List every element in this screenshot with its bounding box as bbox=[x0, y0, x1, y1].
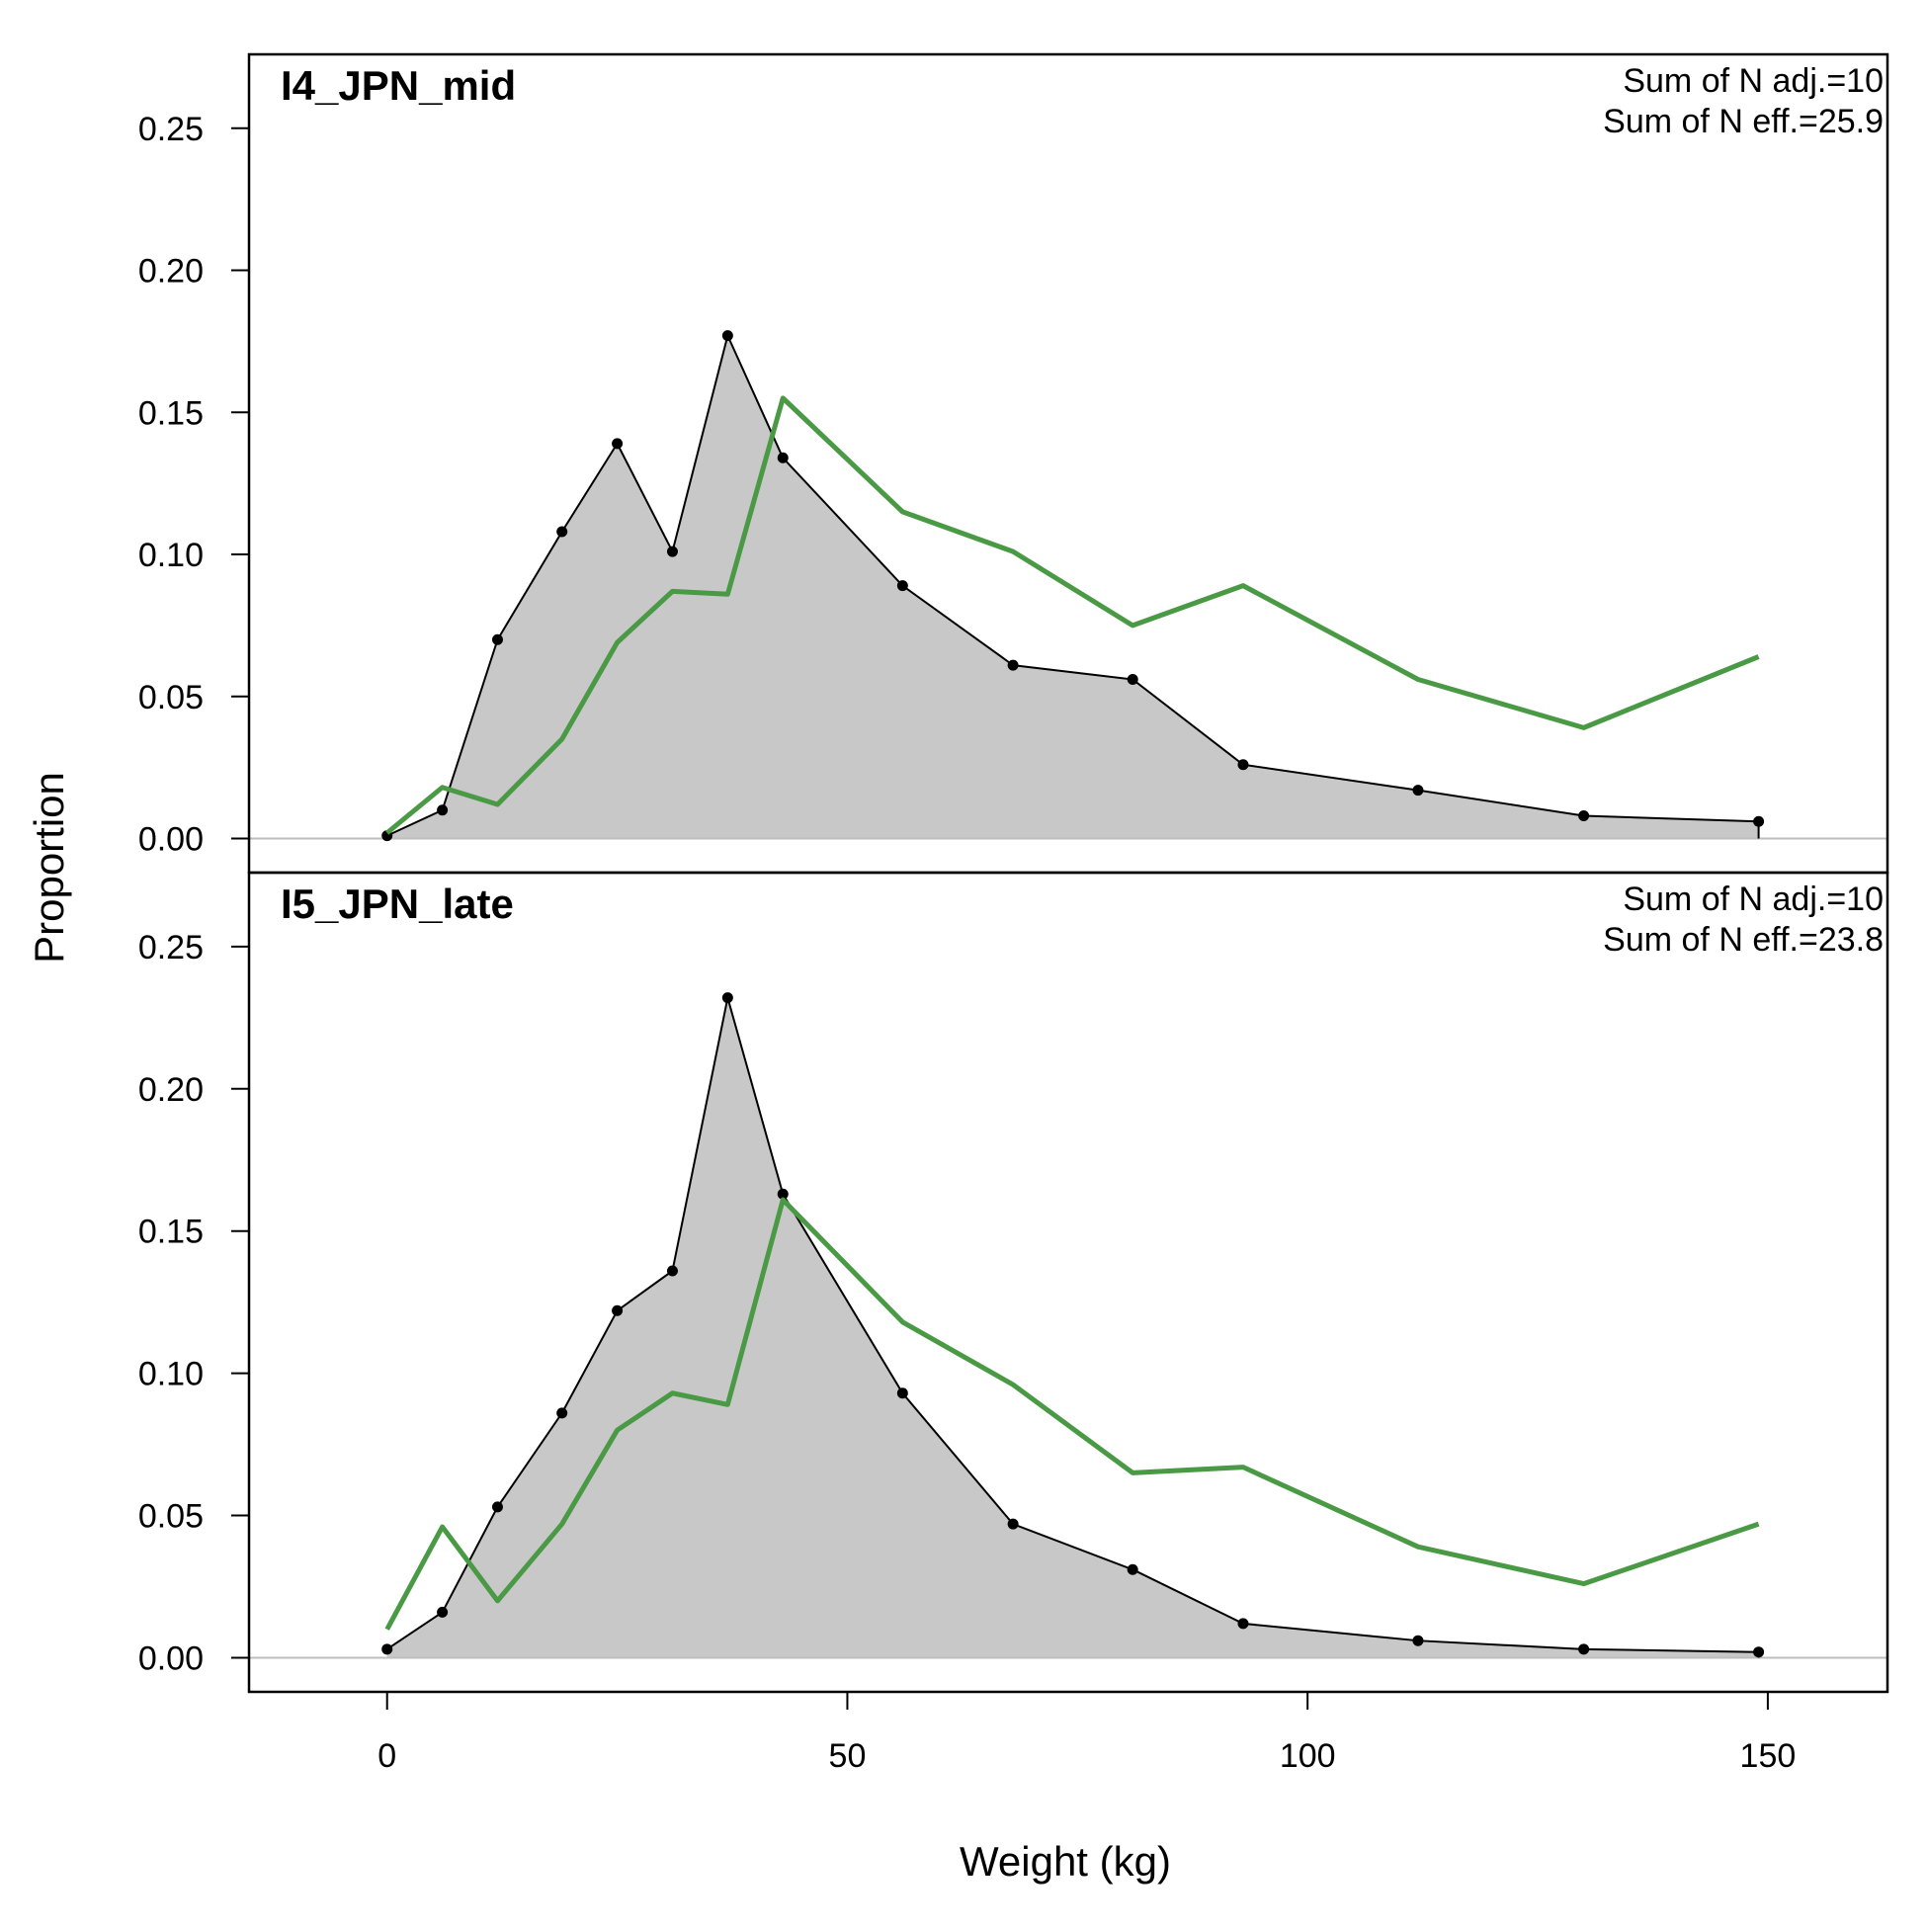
expected-series-line bbox=[384, 1197, 1760, 1631]
observed-point bbox=[777, 452, 789, 463]
observed-point bbox=[896, 580, 908, 592]
panel-title: I5_JPN_late bbox=[281, 881, 514, 927]
observed-point bbox=[1412, 1635, 1424, 1646]
observed-area bbox=[386, 335, 1759, 839]
y-tick-label: 0.10 bbox=[138, 1356, 204, 1393]
x-tick-label: 50 bbox=[829, 1737, 867, 1775]
observed-point bbox=[721, 992, 733, 1004]
x-axis-title: Weight (kg) bbox=[960, 1838, 1171, 1885]
panel-title: I4_JPN_mid bbox=[281, 62, 516, 109]
observed-point bbox=[1753, 1646, 1765, 1658]
panel-frame bbox=[247, 871, 1889, 1694]
panel-note: Sum of N eff.=25.9 bbox=[1603, 103, 1884, 140]
y-tick-label: 0.25 bbox=[138, 111, 204, 148]
observed-point bbox=[721, 330, 733, 342]
observed-point bbox=[1578, 1643, 1590, 1655]
observed-point bbox=[666, 546, 678, 557]
observed-point bbox=[1127, 674, 1138, 685]
y-tick-label: 0.25 bbox=[138, 929, 204, 966]
panel-note: Sum of N adj.=10 bbox=[1623, 62, 1884, 100]
y-tick-label: 0.10 bbox=[138, 537, 204, 574]
observed-area bbox=[386, 997, 1759, 1658]
y-tick-label: 0.00 bbox=[138, 821, 204, 859]
observed-point bbox=[612, 1304, 624, 1316]
observed-point bbox=[1237, 1618, 1249, 1630]
observed-point bbox=[666, 1265, 678, 1277]
y-tick-label: 0.05 bbox=[138, 679, 204, 716]
y-tick-label: 0.20 bbox=[138, 253, 204, 291]
x-axis: 0 50 100 150 bbox=[377, 1692, 1796, 1775]
observed-point bbox=[1127, 1563, 1138, 1575]
x-tick-label: 0 bbox=[377, 1737, 396, 1775]
observed-point bbox=[491, 1501, 503, 1513]
y-tick-label: 0.20 bbox=[138, 1071, 204, 1109]
observed-point bbox=[491, 633, 503, 645]
y-tick-label: 0.05 bbox=[138, 1498, 204, 1536]
y-axis-title: Proportion bbox=[26, 772, 72, 964]
observed-point bbox=[1578, 810, 1590, 821]
observed-point bbox=[896, 1387, 908, 1399]
observed-point bbox=[1237, 759, 1249, 771]
y-tick-label: 0.00 bbox=[138, 1639, 204, 1677]
observed-point bbox=[1007, 659, 1019, 671]
observed-point bbox=[556, 526, 568, 538]
y-tick-label: 0.15 bbox=[138, 394, 204, 432]
panel-note: Sum of N eff.=23.8 bbox=[1603, 921, 1884, 959]
observed-point bbox=[437, 804, 449, 816]
x-tick-label: 100 bbox=[1280, 1737, 1336, 1775]
panel-2: 0.00 0.05 0.10 0.15 0.20 0.25 I5_JPN_late Sum o… bbox=[138, 871, 1889, 1694]
panels-layer: 0.00 0.05 0.10 0.15 0.20 0.25 I4_JPN_mid Sum of… bbox=[138, 52, 1889, 1694]
panel-1: 0.00 0.05 0.10 0.15 0.20 0.25 I4_JPN_mid Sum of… bbox=[138, 52, 1889, 875]
observed-point bbox=[381, 1643, 393, 1655]
observed-point bbox=[556, 1407, 568, 1419]
x-tick-label: 150 bbox=[1740, 1737, 1797, 1775]
observed-point bbox=[1753, 815, 1765, 827]
observed-point bbox=[1412, 785, 1424, 797]
panel-note: Sum of N adj.=10 bbox=[1623, 881, 1884, 918]
expected-series-line bbox=[385, 395, 1760, 835]
observed-point bbox=[777, 1188, 789, 1200]
observed-point bbox=[612, 438, 624, 450]
observed-point bbox=[437, 1606, 449, 1618]
y-tick-label: 0.15 bbox=[138, 1214, 204, 1251]
observed-point bbox=[1007, 1518, 1019, 1530]
